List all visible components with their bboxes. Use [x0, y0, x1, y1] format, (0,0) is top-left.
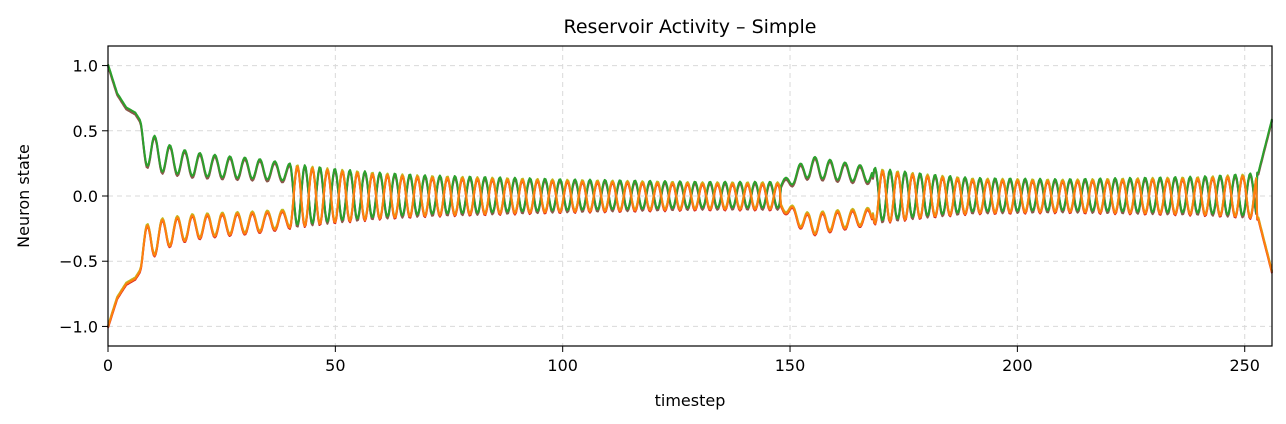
series-group: [107, 64, 1273, 329]
x-tick-label: 200: [1002, 356, 1033, 375]
x-tick-label: 0: [103, 356, 113, 375]
x-tick-label: 250: [1229, 356, 1260, 375]
x-axis-ticks: 0 50 100 150 200 250: [103, 346, 1260, 375]
y-tick-label: 1.0: [73, 57, 98, 76]
y-tick-label: 0.5: [73, 122, 98, 141]
y-axis-label: Neuron state: [14, 144, 33, 248]
chart-title: Reservoir Activity – Simple: [564, 16, 817, 38]
series-line-8: [107, 165, 1273, 328]
x-axis-label: timestep: [655, 391, 726, 410]
y-tick-label: 0.0: [73, 187, 98, 206]
x-tick-label: 100: [547, 356, 578, 375]
y-axis-ticks: 1.0 0.5 0.0 −0.5 −1.0: [59, 57, 108, 336]
x-tick-label: 150: [775, 356, 806, 375]
y-tick-label: −0.5: [59, 252, 98, 271]
series-line-4: [107, 64, 1273, 226]
y-tick-label: −1.0: [59, 317, 98, 336]
x-tick-label: 50: [325, 356, 345, 375]
